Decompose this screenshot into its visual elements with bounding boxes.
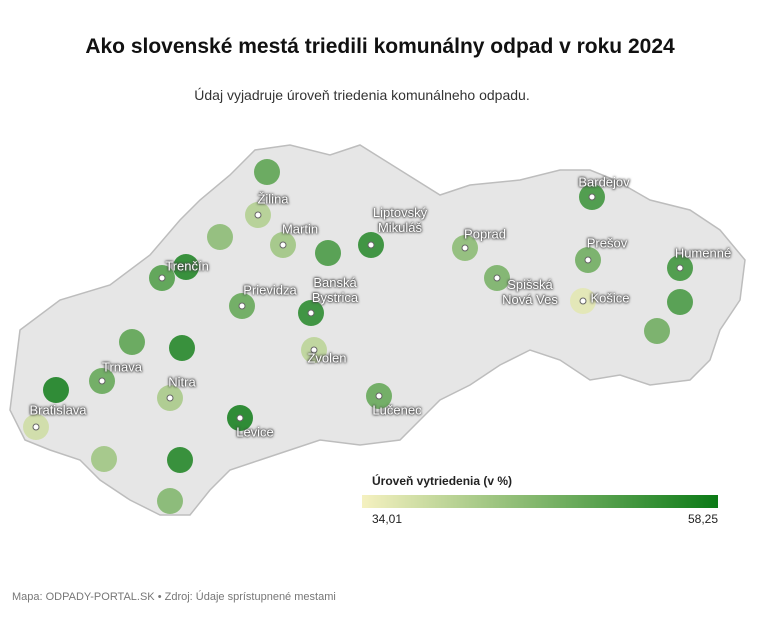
city-dot [367,241,375,249]
city-label: Zvolen [307,350,347,366]
legend-title: Úroveň vytriedenia (v %) [372,473,512,488]
legend-bar [362,495,718,508]
city-dot [584,256,592,264]
city-circle [43,377,69,403]
city-dot [307,309,315,317]
city-label: Martin [281,221,319,237]
city-label: Prešov [586,235,628,251]
city-circle [207,224,233,250]
footer: Mapa: ODPADY-PORTAL.SK • Zdroj: Údaje sp… [12,590,336,603]
city-circle [169,335,195,361]
city-circle [173,254,199,280]
city-circle [157,488,183,514]
city-label: Liptovský Mikuláš [372,205,428,235]
city-label: Spišská Nová Ves [502,277,558,307]
city-dot [158,274,166,282]
city-dot [166,394,174,402]
city-label: Banská Bystrica [311,275,359,305]
legend-max: 58,25 [688,512,718,526]
city-label: Humenné [674,245,732,261]
city-circle [91,446,117,472]
city-label: Bardejov [578,174,630,190]
city-dot [236,414,244,422]
country-shape [9,144,746,516]
city-circle [167,447,193,473]
city-label: Košice [590,290,630,306]
city-dot [493,274,501,282]
city-dot [375,392,383,400]
city-dot [588,193,596,201]
city-label: Nitra [168,374,196,390]
city-label: Trnava [102,359,142,375]
city-label: Levice [236,424,274,440]
city-dot [461,244,469,252]
city-dot [579,297,587,305]
city-dot [254,211,262,219]
city-label: Prievidza [243,282,297,298]
city-circle [315,240,341,266]
city-label: Žilina [257,191,289,207]
city-dot [676,264,684,272]
city-dot [98,377,106,385]
title: Ako slovenské mestá triedili komunálny o… [85,35,675,58]
subtitle: Údaj vyjadruje úroveň triedenia komunáln… [194,87,529,103]
city-dot [32,423,40,431]
legend-min: 34,01 [372,512,402,526]
city-dot [238,302,246,310]
city-circle [644,318,670,344]
city-dot [279,241,287,249]
city-circle [667,289,693,315]
city-dot [310,346,318,354]
city-label: Trenčín [165,258,209,274]
city-label: Poprad [464,226,506,242]
city-label: Bratislava [29,402,87,418]
city-circle [254,159,280,185]
city-circle [119,329,145,355]
city-label: Lučenec [372,402,422,418]
